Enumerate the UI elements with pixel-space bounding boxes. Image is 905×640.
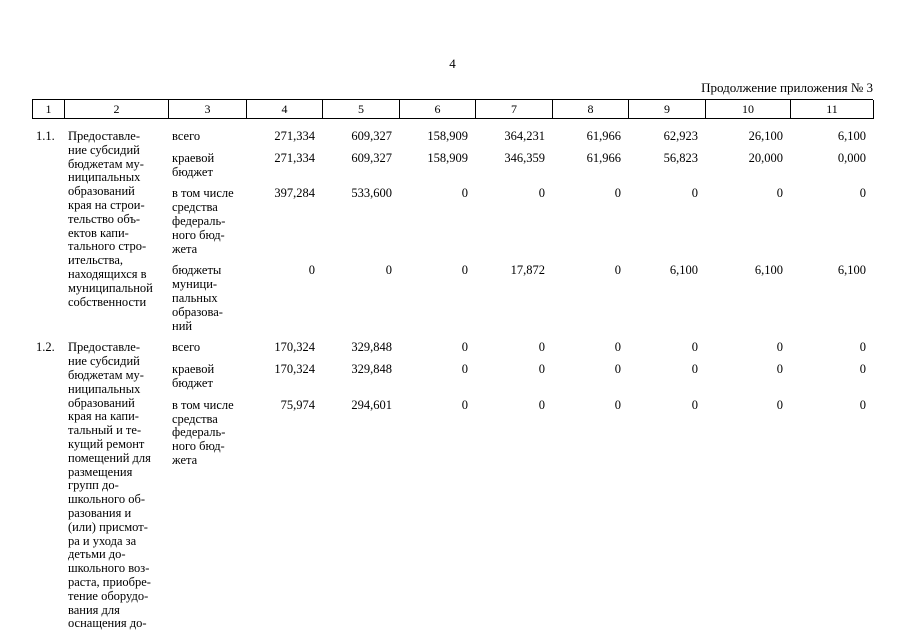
value-cell: 364,231 <box>504 129 545 143</box>
value-cell: 6,100 <box>669 263 698 278</box>
value-cell: 0 <box>776 340 783 355</box>
value-cell: 0 <box>538 340 545 355</box>
value-cell: 0 <box>308 263 315 278</box>
value-cell: 0 <box>614 340 621 355</box>
value-cell: 0 <box>538 186 545 201</box>
budget-subrow: в том числе средства федераль- ного бюд-… <box>168 397 873 468</box>
budget-subrow: всего 271,334 609,327 158,909 364,231 61,966 6… <box>168 129 873 144</box>
value-cell: 329,848 <box>351 340 392 355</box>
row-description: Предоставле- ние субсидий бюджетам му- н… <box>68 129 153 309</box>
value-cell: 0 <box>776 362 783 377</box>
table-header-row: 1 2 3 4 5 6 7 8 9 10 11 <box>32 99 874 119</box>
value-cell: 271,334 <box>274 129 315 143</box>
budget-subrow: всего 170,324 329,848 0 0 0 0 0 0 <box>168 341 873 355</box>
value-cell: 0 <box>461 362 468 377</box>
budget-level-label: всего <box>172 340 201 355</box>
budget-level-label: в том числе средства федераль- ного бюд-… <box>172 397 234 467</box>
value-cell: 329,848 <box>351 362 392 377</box>
column-header: 2 <box>65 100 169 119</box>
value-cell: 170,324 <box>274 362 315 377</box>
budget-subrow: краевой бюджет 170,324 329,848 0 0 0 0 0 0 <box>168 362 873 391</box>
value-cell: 0 <box>614 362 621 377</box>
value-cell: 0 <box>859 397 866 412</box>
value-cell: 56,823 <box>663 150 698 165</box>
value-cell: 0 <box>614 397 621 412</box>
value-cell: 0 <box>461 186 468 201</box>
page-number: 4 <box>449 56 456 71</box>
budget-level-label: краевой бюджет <box>172 362 215 390</box>
value-cell: 0 <box>538 362 545 377</box>
value-cell: 533,600 <box>351 186 392 201</box>
column-header: 11 <box>791 100 874 119</box>
row-subrows: всего 271,334 609,327 158,909 364,231 61,966 6… <box>168 129 873 333</box>
column-header: 3 <box>169 100 247 119</box>
value-cell: 0 <box>691 340 698 355</box>
column-header: 4 <box>247 100 323 119</box>
continuation-note: Продолжение приложения № 3 <box>701 80 873 95</box>
column-header: 1 <box>33 100 65 119</box>
column-header: 5 <box>323 100 400 119</box>
budget-level-label: всего <box>172 129 201 143</box>
value-cell: 0 <box>385 263 392 278</box>
value-cell: 158,909 <box>427 129 468 143</box>
value-cell: 26,100 <box>748 129 783 143</box>
value-cell: 0 <box>859 186 866 201</box>
budget-level-label: краевой бюджет <box>172 150 215 179</box>
value-cell: 0 <box>691 397 698 412</box>
budget-subrow: бюджеты муници- пальных образова- ний 0 0 0… <box>168 263 873 333</box>
value-cell: 0 <box>461 263 468 278</box>
row-description: Предоставле- ние субсидий бюджетам му- н… <box>68 340 151 631</box>
value-cell: 0 <box>538 397 545 412</box>
value-cell: 6,100 <box>754 263 783 278</box>
value-cell: 0 <box>461 397 468 412</box>
value-cell: 75,974 <box>280 397 315 412</box>
value-cell: 0 <box>691 362 698 377</box>
budget-subrow: в том числе средства федераль- ного бюд-… <box>168 186 873 256</box>
value-cell: 20,000 <box>748 150 783 165</box>
value-cell: 0 <box>776 397 783 412</box>
budget-level-label: в том числе средства федераль- ного бюд-… <box>172 186 234 256</box>
value-cell: 0,000 <box>837 150 866 165</box>
value-cell: 0 <box>776 186 783 201</box>
value-cell: 346,359 <box>504 150 545 165</box>
value-cell: 0 <box>691 186 698 201</box>
value-cell: 61,966 <box>586 129 621 143</box>
value-cell: 6,100 <box>837 129 866 143</box>
value-cell: 6,100 <box>837 263 866 278</box>
row-index: 1.1. <box>36 129 55 143</box>
value-cell: 271,334 <box>274 150 315 165</box>
value-cell: 170,324 <box>274 340 315 355</box>
value-cell: 0 <box>614 186 621 201</box>
value-cell: 0 <box>859 362 866 377</box>
column-header: 9 <box>629 100 706 119</box>
row-subrows: всего 170,324 329,848 0 0 0 0 0 0 краевой бюджет 1… <box>168 341 873 467</box>
table-row: 1.2. Предоставле- ние субсидий бюджетам м… <box>32 340 873 631</box>
value-cell: 17,872 <box>510 263 545 278</box>
value-cell: 0 <box>859 340 866 355</box>
value-cell: 62,923 <box>663 129 698 143</box>
value-cell: 0 <box>461 340 468 355</box>
budget-table: 1 2 3 4 5 6 7 8 9 10 11 1.1. Предоставле- ние субси… <box>32 99 874 639</box>
value-cell: 609,327 <box>351 129 392 143</box>
column-header: 7 <box>476 100 553 119</box>
column-header: 6 <box>400 100 476 119</box>
table-row: 1.1. Предоставле- ние субсидий бюджетам м… <box>32 129 873 333</box>
value-cell: 609,327 <box>351 150 392 165</box>
value-cell: 61,966 <box>586 150 621 165</box>
column-header: 10 <box>706 100 791 119</box>
table-body: 1.1. Предоставле- ние субсидий бюджетам м… <box>32 129 873 631</box>
value-cell: 397,284 <box>274 186 315 201</box>
value-cell: 294,601 <box>351 397 392 412</box>
budget-subrow: краевой бюджет 271,334 609,327 158,909 346,3… <box>168 150 873 180</box>
column-header: 8 <box>553 100 629 119</box>
value-cell: 0 <box>614 263 621 278</box>
row-index: 1.2. <box>36 340 55 355</box>
value-cell: 158,909 <box>427 150 468 165</box>
budget-level-label: бюджеты муници- пальных образова- ний <box>172 263 223 333</box>
